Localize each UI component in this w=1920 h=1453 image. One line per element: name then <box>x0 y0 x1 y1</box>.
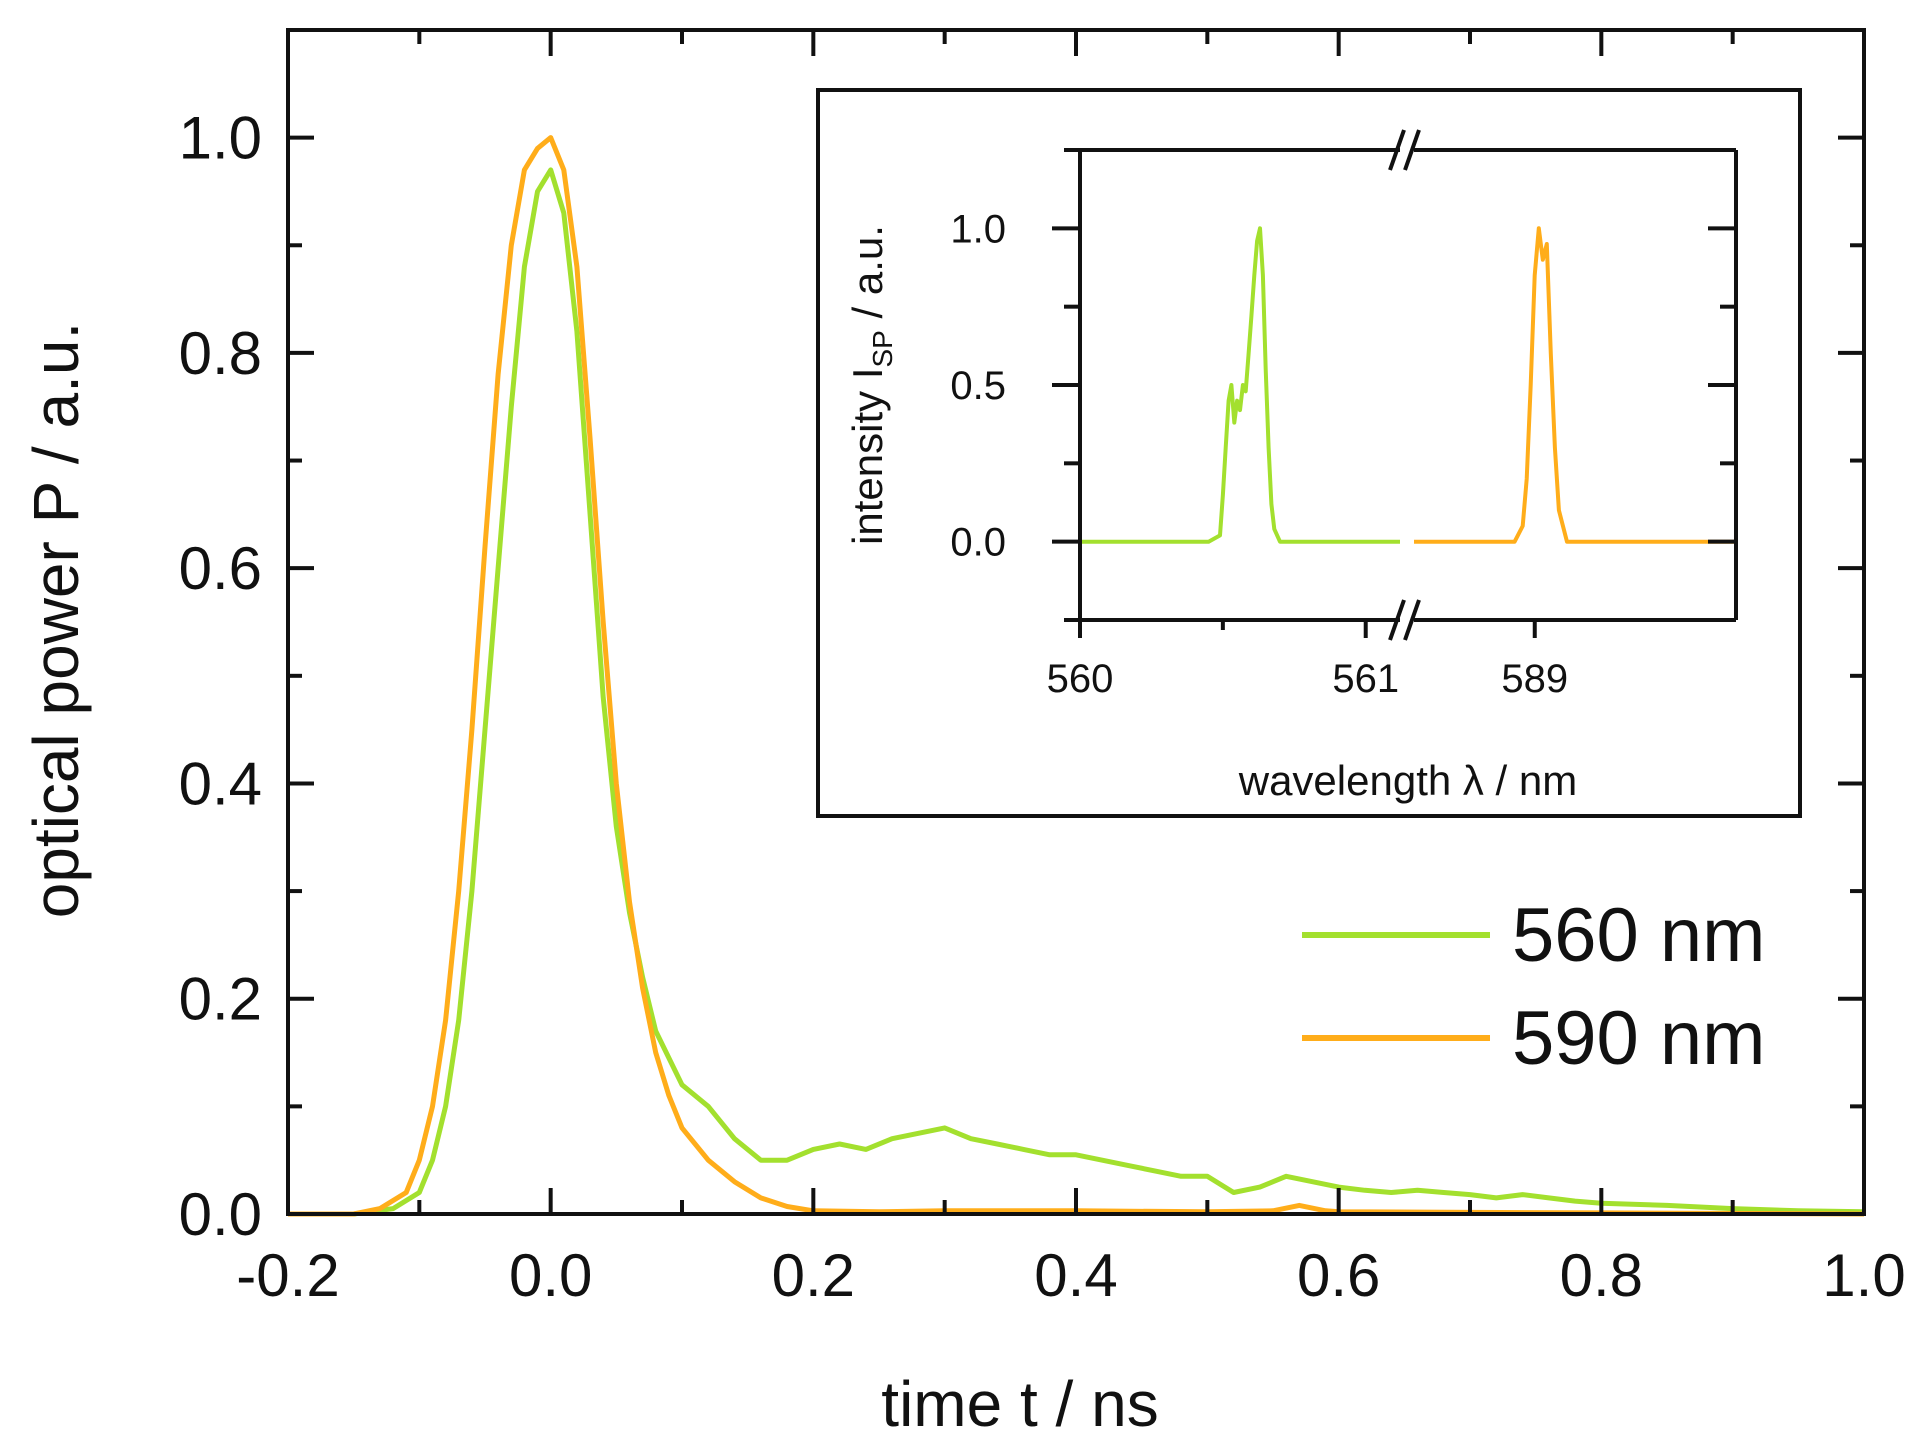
main-y-axis-title: optical power P / a.u. <box>20 322 92 919</box>
x-tick-label: 0.6 <box>1297 1242 1380 1309</box>
inset-x-tick-label: 561 <box>1332 657 1399 701</box>
main-series-group <box>288 135 1865 1217</box>
series-line-560nm <box>288 167 1865 1217</box>
x-tick-label: 0.2 <box>772 1242 855 1309</box>
inset-frame <box>816 88 1802 818</box>
y-tick-label: 0.6 <box>179 535 262 602</box>
legend: 560 nm 590 nm <box>1302 893 1766 1081</box>
x-tick-label: 0.4 <box>1034 1242 1117 1309</box>
inset-y-axis-title: intensity ISP / a.u. <box>844 225 898 545</box>
y-tick-label: 1.0 <box>179 105 262 172</box>
inset-x-tick-label: 560 <box>1047 657 1114 701</box>
inset-series-group <box>1080 226 1736 544</box>
x-tick-label: 0.8 <box>1560 1242 1643 1309</box>
x-tick-label: 0.0 <box>509 1242 592 1309</box>
series-line-590nm <box>288 135 1865 1217</box>
inset-y-tick-label: 0.0 <box>950 521 1006 565</box>
inset-series-line-1 <box>1414 226 1736 544</box>
main-x-axis-title: time t / ns <box>881 1368 1158 1440</box>
legend-label-590nm: 590 nm <box>1512 996 1766 1081</box>
inset-y-tick-label: 0.5 <box>950 364 1006 408</box>
axis-break-mark-bottom <box>1388 599 1421 641</box>
inset-y-ticks: 0.0 0.5 1.0 <box>950 148 1736 622</box>
inset-x-axis-title: wavelength λ / nm <box>1238 757 1578 804</box>
inset: 560 561 589 0.0 0.5 1.0 wavelength λ / nm in… <box>816 88 1802 818</box>
y-tick-label: 0.2 <box>179 966 262 1033</box>
inset-x-tick-label: 589 <box>1501 657 1568 701</box>
x-tick-label: 1.0 <box>1822 1242 1905 1309</box>
y-tick-label: 0.8 <box>179 320 262 387</box>
inset-y-axis-title-sub: SP <box>867 330 898 367</box>
inset-x-ticks: 560 561 589 <box>1047 620 1568 701</box>
main-x-ticks: -0.2 0.0 0.2 0.4 0.6 0.8 1.0 <box>236 30 1906 1309</box>
axis-break-mark-top <box>1388 129 1421 171</box>
inset-y-axis-title-main: intensity I <box>844 368 891 545</box>
y-tick-label: 0.4 <box>179 750 262 817</box>
y-tick-label: 0.0 <box>179 1181 262 1248</box>
x-tick-label: -0.2 <box>236 1242 339 1309</box>
legend-label-560nm: 560 nm <box>1512 893 1766 978</box>
inset-y-tick-label: 1.0 <box>950 207 1006 251</box>
main-y-ticks: 0.0 0.2 0.4 0.6 0.8 1.0 <box>179 28 1864 1248</box>
inset-y-axis-title-tail: / a.u. <box>844 225 891 330</box>
inset-series-line-0 <box>1080 226 1400 544</box>
